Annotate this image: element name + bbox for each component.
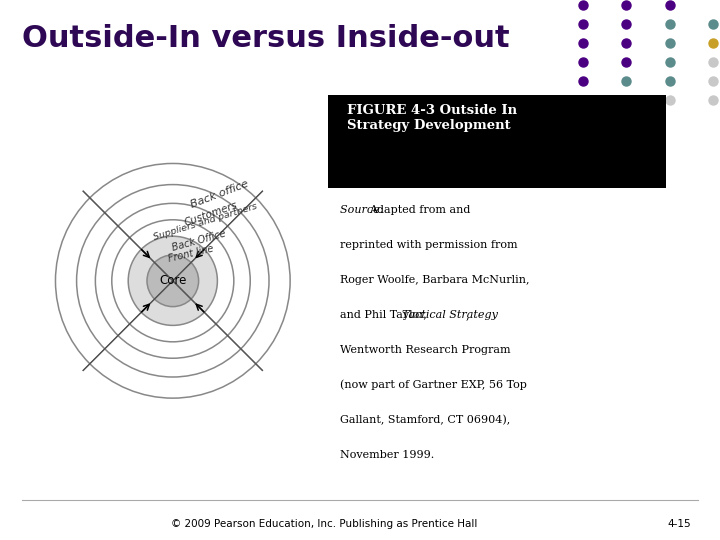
Text: Source:: Source:: [340, 205, 387, 215]
Text: Back office: Back office: [189, 179, 249, 210]
Text: Customers: Customers: [184, 199, 240, 227]
Text: ,: ,: [465, 310, 469, 320]
Text: Gallant, Stamford, CT 06904),: Gallant, Stamford, CT 06904),: [340, 415, 510, 425]
Text: November 1999.: November 1999.: [340, 450, 434, 460]
Text: Adapted from and: Adapted from and: [369, 205, 470, 215]
Circle shape: [147, 255, 199, 307]
Circle shape: [55, 164, 290, 398]
Circle shape: [95, 204, 251, 358]
Text: Roger Woolfe, Barbara McNurlin,: Roger Woolfe, Barbara McNurlin,: [340, 275, 529, 285]
Text: FIGURE 4-3 Outside In
Strategy Development: FIGURE 4-3 Outside In Strategy Developme…: [347, 104, 518, 132]
Circle shape: [128, 236, 217, 326]
Text: Back Office: Back Office: [171, 229, 227, 253]
Text: Suppliers and partners: Suppliers and partners: [153, 201, 258, 242]
Circle shape: [112, 220, 234, 342]
FancyBboxPatch shape: [328, 96, 666, 188]
Text: and Phil Taylor,: and Phil Taylor,: [340, 310, 430, 320]
Text: © 2009 Pearson Education, Inc. Publishing as Prentice Hall: © 2009 Pearson Education, Inc. Publishin…: [171, 519, 477, 529]
Text: Outside-In versus Inside-out: Outside-In versus Inside-out: [22, 24, 509, 53]
Text: Front line: Front line: [167, 244, 215, 264]
Text: Core: Core: [159, 274, 186, 287]
Text: Tactical Strategy: Tactical Strategy: [402, 310, 498, 320]
Text: reprinted with permission from: reprinted with permission from: [340, 240, 517, 250]
Circle shape: [76, 185, 269, 377]
Text: (now part of Gartner EXP, 56 Top: (now part of Gartner EXP, 56 Top: [340, 380, 526, 390]
Text: 4-15: 4-15: [667, 519, 691, 529]
Text: Wentworth Research Program: Wentworth Research Program: [340, 345, 510, 355]
